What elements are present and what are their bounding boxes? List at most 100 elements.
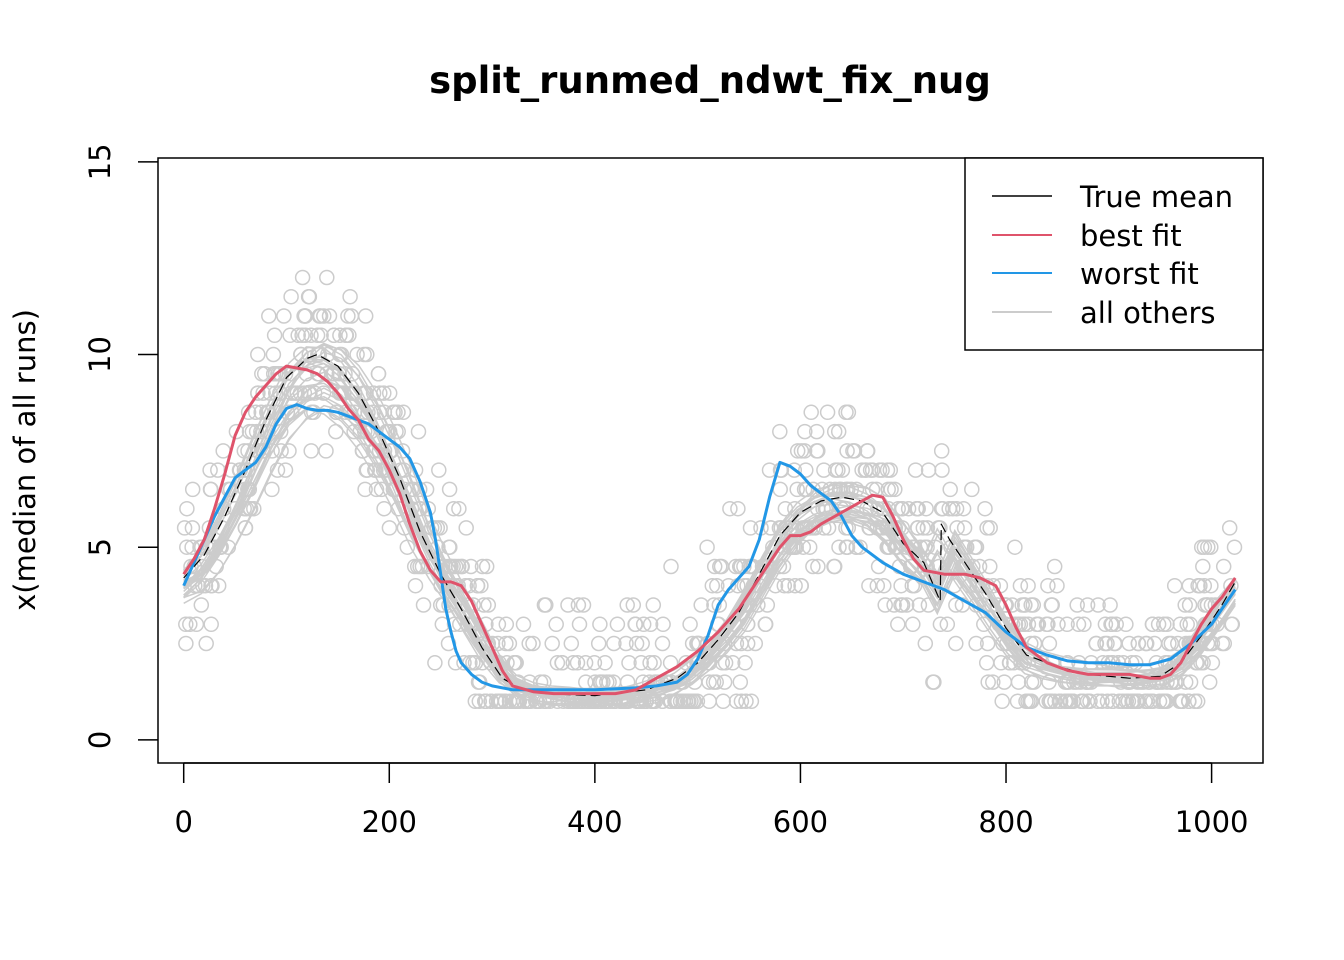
data-point [920, 462, 937, 478]
data-point [948, 500, 965, 517]
data-point [979, 520, 995, 536]
data-point [560, 597, 576, 613]
data-point [590, 635, 607, 652]
data-point [915, 520, 932, 536]
data-point [861, 577, 877, 594]
data-point [388, 423, 404, 440]
data-point [993, 655, 1009, 671]
legend-label-all-others: all others [1080, 296, 1215, 330]
data-point [1044, 597, 1060, 613]
data-point [1172, 616, 1188, 633]
data-point [682, 616, 698, 633]
data-point [306, 404, 322, 421]
data-point [1214, 635, 1231, 652]
data-point [704, 577, 721, 594]
data-point [399, 539, 416, 555]
data-point [480, 597, 497, 613]
data-point [948, 597, 964, 613]
data-point [1007, 539, 1023, 555]
data-point [633, 655, 649, 671]
data-point [1146, 635, 1163, 652]
data-point [228, 423, 245, 440]
data-point [549, 655, 566, 671]
data-point [1099, 693, 1116, 710]
data-point [621, 655, 637, 671]
data-point [720, 577, 737, 594]
data-point [712, 558, 728, 575]
data-point [341, 327, 357, 344]
data-point [1061, 693, 1078, 710]
data-point [945, 500, 961, 517]
data-point [739, 635, 756, 652]
data-point [313, 327, 329, 344]
data-point [893, 597, 909, 613]
data-point [1111, 693, 1128, 710]
data-point [273, 443, 289, 459]
data-point [911, 597, 928, 613]
data-point [919, 520, 936, 536]
x-axis: 0 200 400 600 800 1000 [174, 762, 1249, 839]
data-point [1151, 693, 1168, 710]
data-point [819, 404, 836, 421]
data-point [926, 674, 942, 690]
data-point [427, 655, 443, 671]
data-point [793, 443, 810, 459]
data-point [176, 520, 193, 536]
data-point [342, 288, 358, 305]
data-point [663, 558, 679, 575]
data-point [184, 481, 201, 498]
data-point [619, 597, 635, 613]
data-point [996, 674, 1013, 690]
data-point [1088, 635, 1104, 652]
data-point [859, 443, 876, 459]
data-point [684, 635, 701, 652]
data-point [326, 327, 342, 344]
data-point [1041, 693, 1057, 710]
data-point [1079, 597, 1096, 613]
data-point [498, 635, 514, 652]
data-point [627, 616, 644, 633]
data-point [178, 616, 194, 633]
best-fit-line [182, 364, 1237, 696]
data-point [675, 693, 691, 710]
x-tick-label: 400 [567, 805, 622, 839]
data-point [563, 635, 580, 652]
data-point [359, 346, 375, 363]
data-point [1221, 520, 1238, 536]
data-point [381, 385, 398, 401]
data-point [708, 674, 724, 690]
data-point [982, 558, 998, 575]
data-point [805, 481, 821, 498]
data-point [1103, 616, 1119, 633]
data-point [203, 616, 219, 633]
data-point [250, 346, 266, 363]
data-point [1203, 577, 1219, 594]
data-point [318, 443, 334, 459]
data-point [265, 346, 282, 363]
data-point [941, 500, 957, 517]
data-point [571, 616, 588, 633]
data-point [978, 655, 995, 671]
data-point [1065, 693, 1081, 710]
data-point [900, 500, 917, 517]
data-point [808, 423, 825, 440]
y-tick-label: 0 [83, 731, 117, 749]
data-point [597, 655, 613, 671]
data-point [786, 462, 803, 478]
data-point [831, 539, 847, 555]
data-point [415, 597, 432, 613]
data-point [1124, 693, 1141, 710]
y-axis: 0 5 10 15 [83, 143, 158, 749]
data-point [733, 693, 750, 710]
data-point [1047, 693, 1063, 710]
data-point [548, 616, 564, 633]
data-point [1108, 616, 1124, 633]
data-point [772, 481, 788, 498]
data-point [328, 423, 344, 440]
data-points [176, 269, 1243, 710]
data-point [250, 385, 266, 401]
data-point [247, 404, 264, 421]
data-point [210, 577, 227, 594]
data-point [1180, 693, 1197, 710]
data-point [738, 693, 754, 710]
